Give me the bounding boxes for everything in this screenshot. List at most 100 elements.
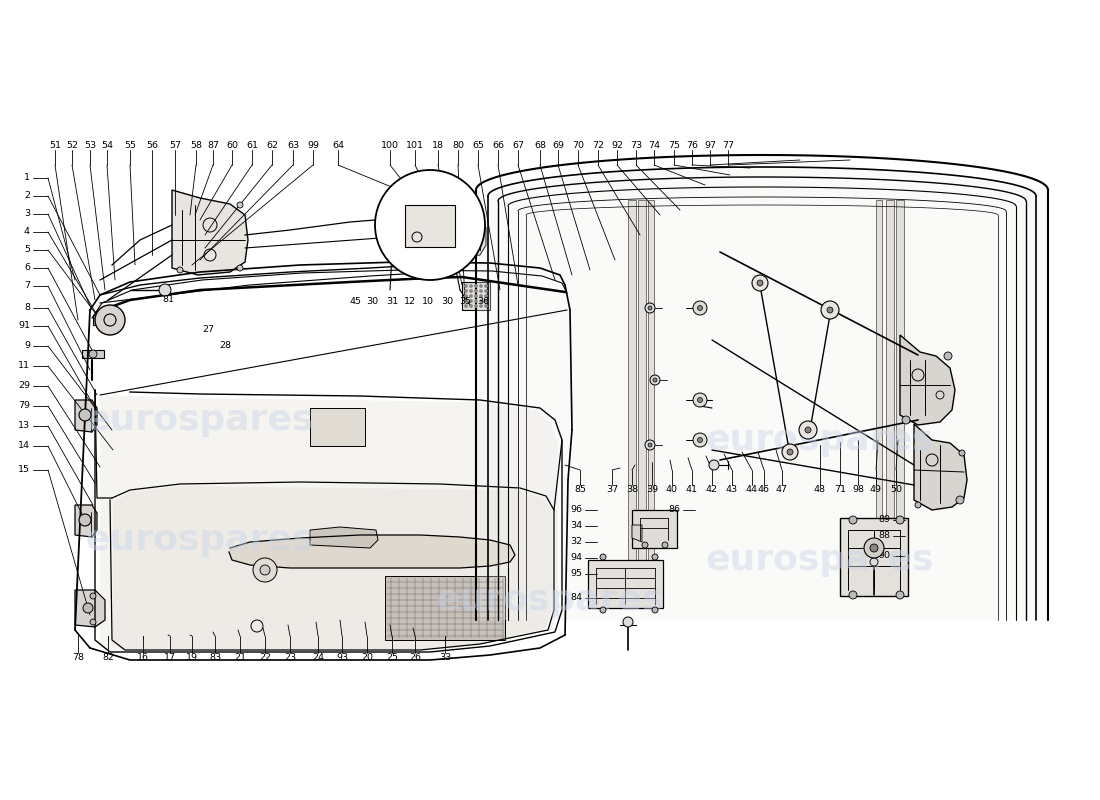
Circle shape xyxy=(752,275,768,291)
Circle shape xyxy=(827,307,833,313)
Text: 78: 78 xyxy=(72,654,84,662)
Circle shape xyxy=(95,305,125,335)
Circle shape xyxy=(642,542,648,548)
Text: 5: 5 xyxy=(24,246,30,254)
Circle shape xyxy=(786,449,793,455)
Text: 66: 66 xyxy=(492,141,504,150)
Text: 52: 52 xyxy=(66,141,78,150)
Text: 68: 68 xyxy=(534,141,546,150)
Circle shape xyxy=(90,619,96,625)
Circle shape xyxy=(915,502,921,508)
Polygon shape xyxy=(75,505,97,537)
Text: 97: 97 xyxy=(704,141,716,150)
Polygon shape xyxy=(900,335,955,425)
Text: 74: 74 xyxy=(648,141,660,150)
Circle shape xyxy=(89,350,97,358)
Text: 33: 33 xyxy=(439,654,451,662)
Circle shape xyxy=(648,443,652,447)
Text: 32: 32 xyxy=(570,538,582,546)
Circle shape xyxy=(693,393,707,407)
Text: 64: 64 xyxy=(332,141,344,150)
Text: 75: 75 xyxy=(668,141,680,150)
Text: 85: 85 xyxy=(574,486,586,494)
Circle shape xyxy=(645,303,654,313)
Circle shape xyxy=(697,306,703,310)
Text: 30: 30 xyxy=(366,298,378,306)
Text: 40: 40 xyxy=(666,486,678,494)
Polygon shape xyxy=(450,215,486,258)
Circle shape xyxy=(236,202,243,208)
Circle shape xyxy=(693,433,707,447)
Circle shape xyxy=(782,444,797,460)
Text: 90: 90 xyxy=(878,551,890,561)
Circle shape xyxy=(484,299,487,302)
Bar xyxy=(876,200,882,580)
Text: 3: 3 xyxy=(24,210,30,218)
Text: 24: 24 xyxy=(312,654,324,662)
Bar xyxy=(632,510,676,548)
Circle shape xyxy=(484,290,487,293)
Circle shape xyxy=(484,305,487,307)
Text: 57: 57 xyxy=(169,141,182,150)
Circle shape xyxy=(474,299,477,302)
Circle shape xyxy=(600,607,606,613)
Text: 41: 41 xyxy=(686,486,698,494)
Text: 21: 21 xyxy=(234,654,246,662)
Text: 29: 29 xyxy=(18,382,30,390)
Text: 55: 55 xyxy=(124,141,136,150)
Text: 39: 39 xyxy=(646,486,658,494)
Text: 86: 86 xyxy=(668,506,680,514)
Circle shape xyxy=(470,285,473,287)
Circle shape xyxy=(652,554,658,560)
Text: 72: 72 xyxy=(592,141,604,150)
Text: 56: 56 xyxy=(146,141,158,150)
Text: 100: 100 xyxy=(381,141,399,150)
Circle shape xyxy=(697,398,703,402)
Circle shape xyxy=(652,607,658,613)
Polygon shape xyxy=(100,395,558,652)
Circle shape xyxy=(474,305,477,307)
Bar xyxy=(628,200,636,580)
Polygon shape xyxy=(310,527,378,548)
Circle shape xyxy=(944,352,952,360)
Polygon shape xyxy=(632,525,642,542)
Text: 63: 63 xyxy=(287,141,299,150)
Text: 18: 18 xyxy=(432,141,444,150)
Circle shape xyxy=(849,591,857,599)
Text: 43: 43 xyxy=(726,486,738,494)
Circle shape xyxy=(697,438,703,442)
Circle shape xyxy=(902,416,910,424)
Text: 82: 82 xyxy=(102,654,114,662)
Text: 10: 10 xyxy=(422,298,435,306)
Text: 45: 45 xyxy=(349,298,361,306)
Text: 67: 67 xyxy=(512,141,524,150)
Circle shape xyxy=(959,450,965,456)
Text: 70: 70 xyxy=(572,141,584,150)
Circle shape xyxy=(870,558,878,566)
Circle shape xyxy=(653,378,657,382)
Text: 79: 79 xyxy=(18,402,30,410)
Circle shape xyxy=(470,294,473,298)
Circle shape xyxy=(464,294,468,298)
Text: 98: 98 xyxy=(852,486,864,494)
Text: 50: 50 xyxy=(890,486,902,494)
Circle shape xyxy=(849,516,857,524)
Circle shape xyxy=(693,301,707,315)
Text: 8: 8 xyxy=(24,303,30,313)
Text: 80: 80 xyxy=(452,141,464,150)
Polygon shape xyxy=(75,590,104,627)
Text: 81: 81 xyxy=(162,295,174,305)
Text: 20: 20 xyxy=(361,654,373,662)
Polygon shape xyxy=(75,400,97,432)
Polygon shape xyxy=(113,486,552,651)
Circle shape xyxy=(236,265,243,271)
Text: 48: 48 xyxy=(814,486,826,494)
Bar xyxy=(886,200,894,580)
Text: 16: 16 xyxy=(138,654,148,662)
Text: 95: 95 xyxy=(570,570,582,578)
Text: 30: 30 xyxy=(441,298,453,306)
Circle shape xyxy=(896,516,904,524)
Text: 44: 44 xyxy=(746,486,758,494)
Circle shape xyxy=(79,409,91,421)
Text: 53: 53 xyxy=(84,141,96,150)
